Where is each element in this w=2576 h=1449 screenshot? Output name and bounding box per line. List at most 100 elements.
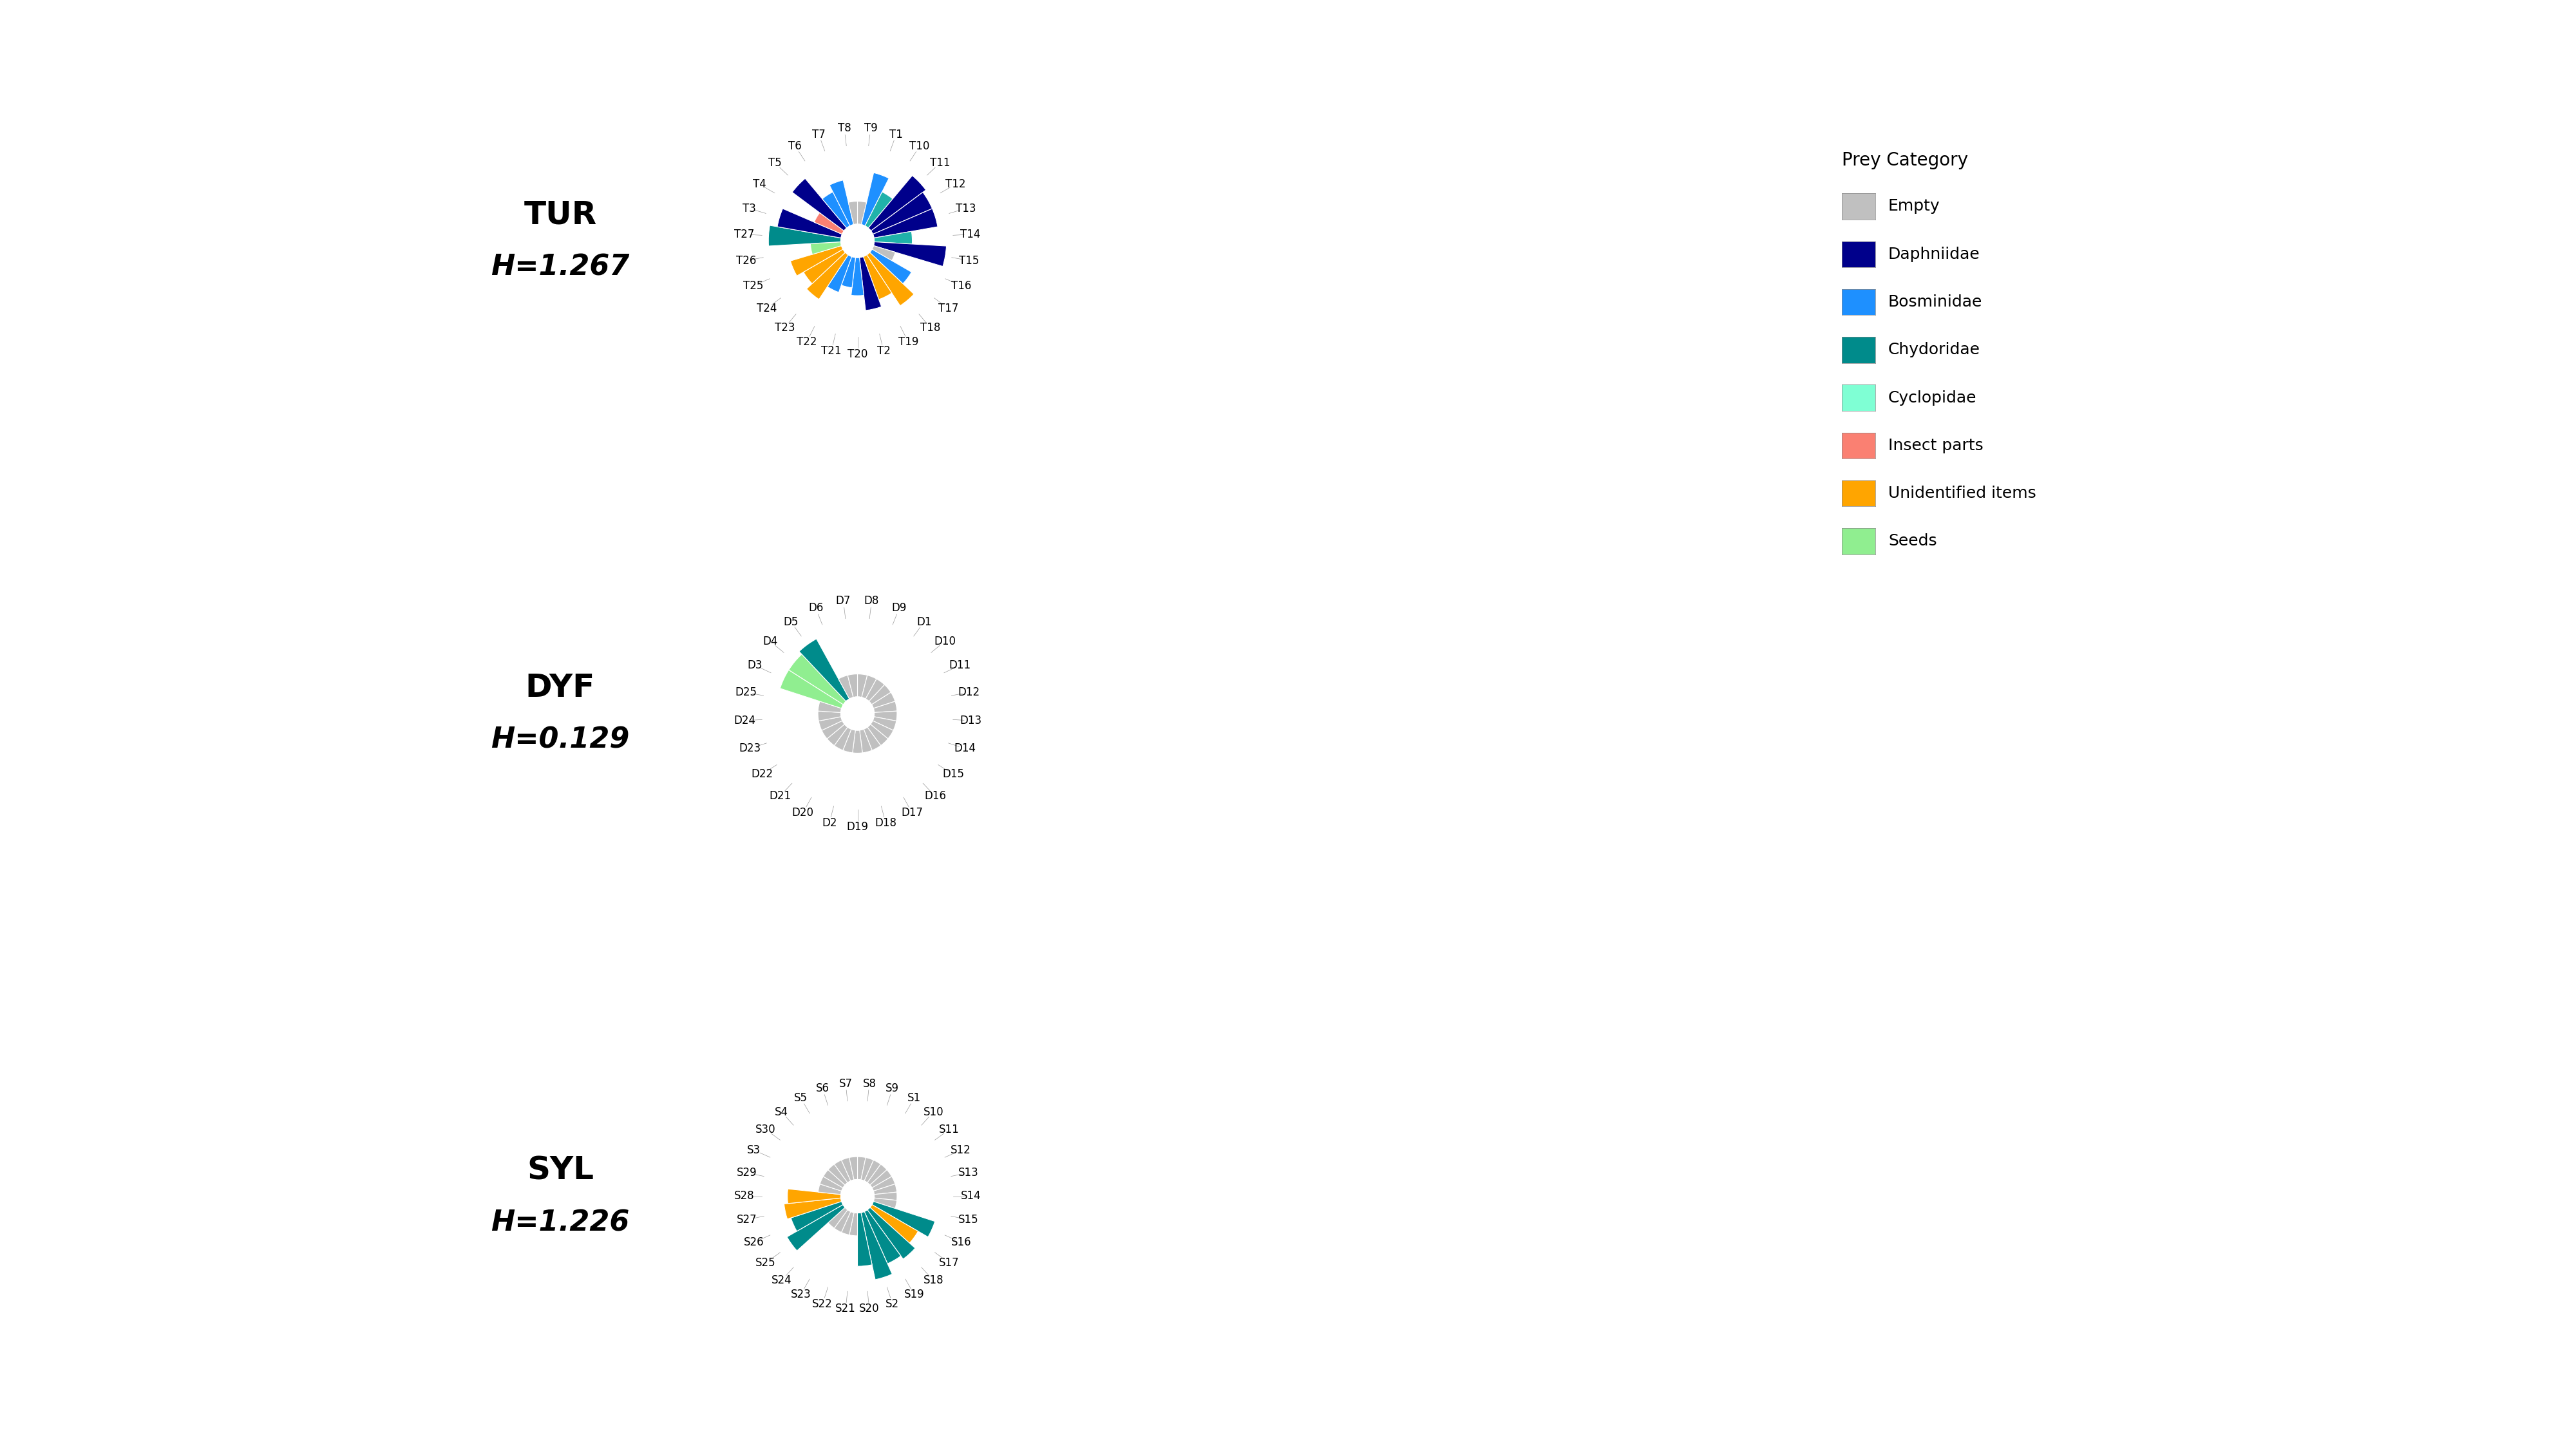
Text: S18: S18 — [922, 1275, 943, 1287]
Text: Chydoridae: Chydoridae — [1888, 342, 1981, 358]
Wedge shape — [819, 711, 842, 722]
Text: T16: T16 — [951, 280, 971, 291]
Wedge shape — [858, 1213, 873, 1266]
Wedge shape — [866, 680, 884, 701]
Circle shape — [840, 1179, 873, 1213]
Wedge shape — [783, 1198, 842, 1219]
Text: T8: T8 — [837, 123, 850, 135]
Wedge shape — [842, 256, 855, 288]
Wedge shape — [819, 701, 842, 713]
Wedge shape — [788, 653, 845, 704]
Text: S3: S3 — [747, 1145, 760, 1156]
Text: Empty: Empty — [1888, 199, 1940, 214]
Text: S4: S4 — [775, 1106, 788, 1117]
Text: T13: T13 — [956, 203, 976, 214]
Text: S29: S29 — [737, 1166, 757, 1178]
Text: T21: T21 — [822, 345, 842, 356]
Wedge shape — [791, 1201, 842, 1232]
Wedge shape — [863, 727, 881, 751]
Text: S16: S16 — [951, 1236, 971, 1248]
Wedge shape — [848, 201, 858, 225]
Text: T24: T24 — [757, 303, 778, 314]
Wedge shape — [822, 191, 850, 227]
Text: S10: S10 — [922, 1106, 943, 1117]
Wedge shape — [871, 1169, 891, 1188]
Text: D15: D15 — [943, 768, 963, 780]
Text: T7: T7 — [811, 129, 824, 141]
Text: T15: T15 — [958, 255, 979, 267]
Text: S15: S15 — [958, 1214, 979, 1226]
Text: Insect parts: Insect parts — [1888, 438, 1984, 454]
Wedge shape — [873, 232, 912, 243]
Text: T1: T1 — [889, 129, 904, 141]
Text: T23: T23 — [775, 322, 796, 333]
Wedge shape — [778, 209, 842, 238]
Wedge shape — [842, 1158, 855, 1181]
Wedge shape — [871, 693, 894, 709]
Text: T5: T5 — [768, 158, 781, 170]
Wedge shape — [842, 1211, 855, 1235]
Text: S5: S5 — [793, 1093, 809, 1104]
Wedge shape — [871, 246, 896, 261]
Wedge shape — [768, 226, 840, 246]
Text: D11: D11 — [948, 659, 971, 671]
Wedge shape — [806, 252, 848, 300]
Wedge shape — [819, 1177, 842, 1191]
Text: S1: S1 — [907, 1093, 922, 1104]
Wedge shape — [868, 1164, 886, 1185]
Wedge shape — [871, 720, 894, 739]
Wedge shape — [871, 193, 933, 235]
Text: S12: S12 — [951, 1145, 971, 1156]
Wedge shape — [827, 1207, 848, 1229]
Text: Daphniidae: Daphniidae — [1888, 246, 1981, 262]
Wedge shape — [829, 180, 853, 226]
Text: S8: S8 — [863, 1078, 876, 1090]
Wedge shape — [860, 675, 876, 698]
Text: T3: T3 — [742, 203, 755, 214]
Wedge shape — [871, 1177, 894, 1191]
Text: S20: S20 — [860, 1303, 878, 1314]
Wedge shape — [868, 175, 925, 230]
Text: S22: S22 — [811, 1298, 832, 1310]
Wedge shape — [791, 246, 842, 275]
Text: S9: S9 — [886, 1082, 899, 1094]
Text: DYF: DYF — [526, 672, 595, 703]
Text: D5: D5 — [783, 616, 799, 627]
Text: D17: D17 — [902, 807, 922, 819]
Text: S14: S14 — [961, 1191, 981, 1203]
Wedge shape — [858, 201, 866, 225]
Text: D6: D6 — [809, 603, 824, 614]
Wedge shape — [827, 255, 853, 293]
Wedge shape — [799, 639, 850, 701]
Wedge shape — [863, 255, 891, 300]
Text: S26: S26 — [744, 1236, 765, 1248]
Text: T12: T12 — [945, 178, 966, 190]
Text: D23: D23 — [739, 743, 760, 755]
Text: S30: S30 — [755, 1124, 775, 1136]
Text: D12: D12 — [958, 687, 979, 698]
Text: D20: D20 — [791, 807, 814, 819]
Text: T4: T4 — [752, 178, 765, 190]
Wedge shape — [868, 724, 889, 746]
Text: T25: T25 — [744, 280, 762, 291]
Text: TUR: TUR — [523, 200, 598, 230]
Text: D9: D9 — [891, 603, 907, 614]
Wedge shape — [853, 730, 863, 753]
Text: T20: T20 — [848, 348, 868, 359]
Wedge shape — [835, 1161, 850, 1182]
Wedge shape — [860, 729, 873, 753]
Text: S24: S24 — [770, 1275, 791, 1287]
Text: S2: S2 — [886, 1298, 899, 1310]
Text: T26: T26 — [737, 255, 755, 267]
Wedge shape — [866, 191, 894, 227]
Wedge shape — [850, 1213, 858, 1236]
Wedge shape — [822, 720, 845, 739]
Text: D4: D4 — [762, 636, 778, 648]
Wedge shape — [827, 724, 848, 746]
Text: D14: D14 — [953, 743, 976, 755]
Wedge shape — [873, 1198, 896, 1208]
Text: D25: D25 — [734, 687, 757, 698]
Wedge shape — [871, 1204, 917, 1243]
Wedge shape — [873, 1193, 896, 1200]
Text: H=1.267: H=1.267 — [492, 254, 629, 281]
